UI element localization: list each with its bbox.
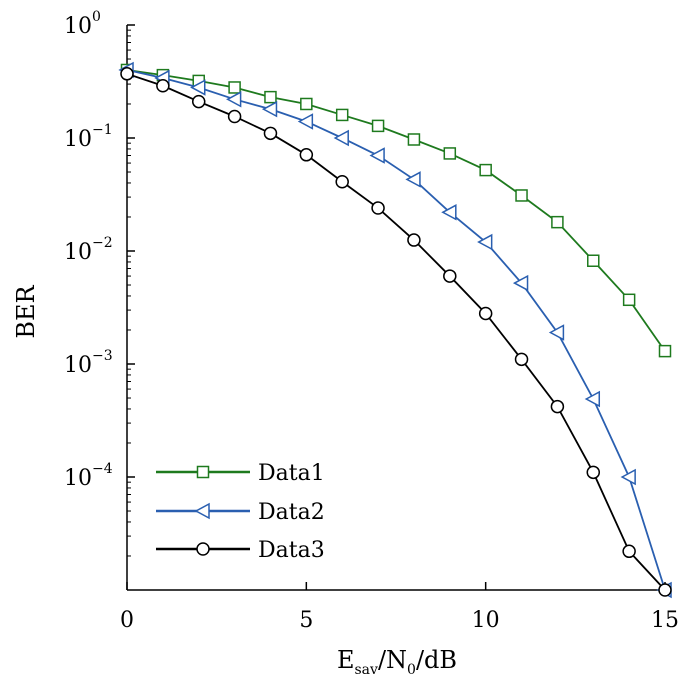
data-point-data3 [550,399,565,414]
legend-label-data2: Data2 [258,500,325,525]
data-point-data3 [407,233,421,247]
data-point-data1 [622,293,636,307]
data-point-data1 [515,189,528,202]
data-point-data2 [441,204,457,221]
data-point-data3 [658,583,672,597]
data-point-data2 [261,100,278,118]
data-point-data3 [514,352,529,367]
data-point-data1 [479,163,492,177]
data-point-data3 [478,306,493,321]
data-point-data2 [477,233,493,251]
legend: Data1 Data2 Data3 [156,461,325,563]
series-line-data1 [126,69,666,352]
data-point-data2 [190,79,206,96]
data-point-data1 [443,147,457,160]
data-point-data2 [584,390,601,408]
legend-marker-data2 [194,502,210,520]
chart-axes [126,25,665,591]
data-point-data3 [622,544,636,559]
legend-marker-data3 [196,542,210,556]
data-point-data2 [297,113,314,130]
x-tick-label: 10 [472,608,500,633]
series-line-data3 [126,72,666,591]
y-tick-label: 10−2 [64,235,113,265]
y-axis-ticks: 100 10−1 10−2 10−3 10−4 [64,9,135,557]
data-point-data1 [335,108,349,122]
data-point-data2 [369,147,385,164]
data-point-data1 [264,90,277,104]
data-point-data3 [156,78,170,93]
data-point-data1 [658,344,672,358]
legend-label-data1: Data1 [258,461,325,486]
y-tick-label: 10−4 [64,461,113,491]
data-point-data1 [371,119,385,133]
data-series [118,61,672,599]
data-point-data3 [586,465,601,480]
y-tick-label: 10−1 [64,122,113,152]
y-tick-label: 10−3 [64,348,113,378]
data-point-data2 [405,171,421,188]
data-point-data2 [620,468,636,486]
legend-marker-data1 [196,465,210,479]
data-point-data2 [548,324,565,341]
legend-label-data3: Data3 [258,538,325,563]
series-line-data2 [126,69,666,591]
data-point-data2 [333,129,349,147]
data-point-data1 [407,133,421,146]
data-point-data1 [551,215,564,229]
data-point-data3 [371,201,385,215]
data-point-data1 [587,254,600,267]
data-point-data1 [300,97,313,111]
data-point-data3 [227,109,242,124]
y-tick-label: 100 [64,9,101,39]
data-point-data2 [226,91,242,108]
x-axis-ticks: 0 5 10 15 [120,582,679,633]
data-point-data1 [228,81,241,94]
x-tick-label: 5 [299,608,313,633]
data-point-data3 [120,67,134,81]
data-point-data3 [443,269,457,283]
data-point-data3 [335,175,349,189]
x-tick-label: 0 [120,608,134,633]
data-point-data3 [299,148,314,162]
data-point-data3 [191,94,206,109]
x-axis-label: Esav/N0/dB [337,646,457,678]
y-axis-label: BER [12,284,40,338]
x-tick-label: 15 [651,608,679,633]
data-point-data3 [263,126,278,141]
data-point-data2 [512,274,529,292]
